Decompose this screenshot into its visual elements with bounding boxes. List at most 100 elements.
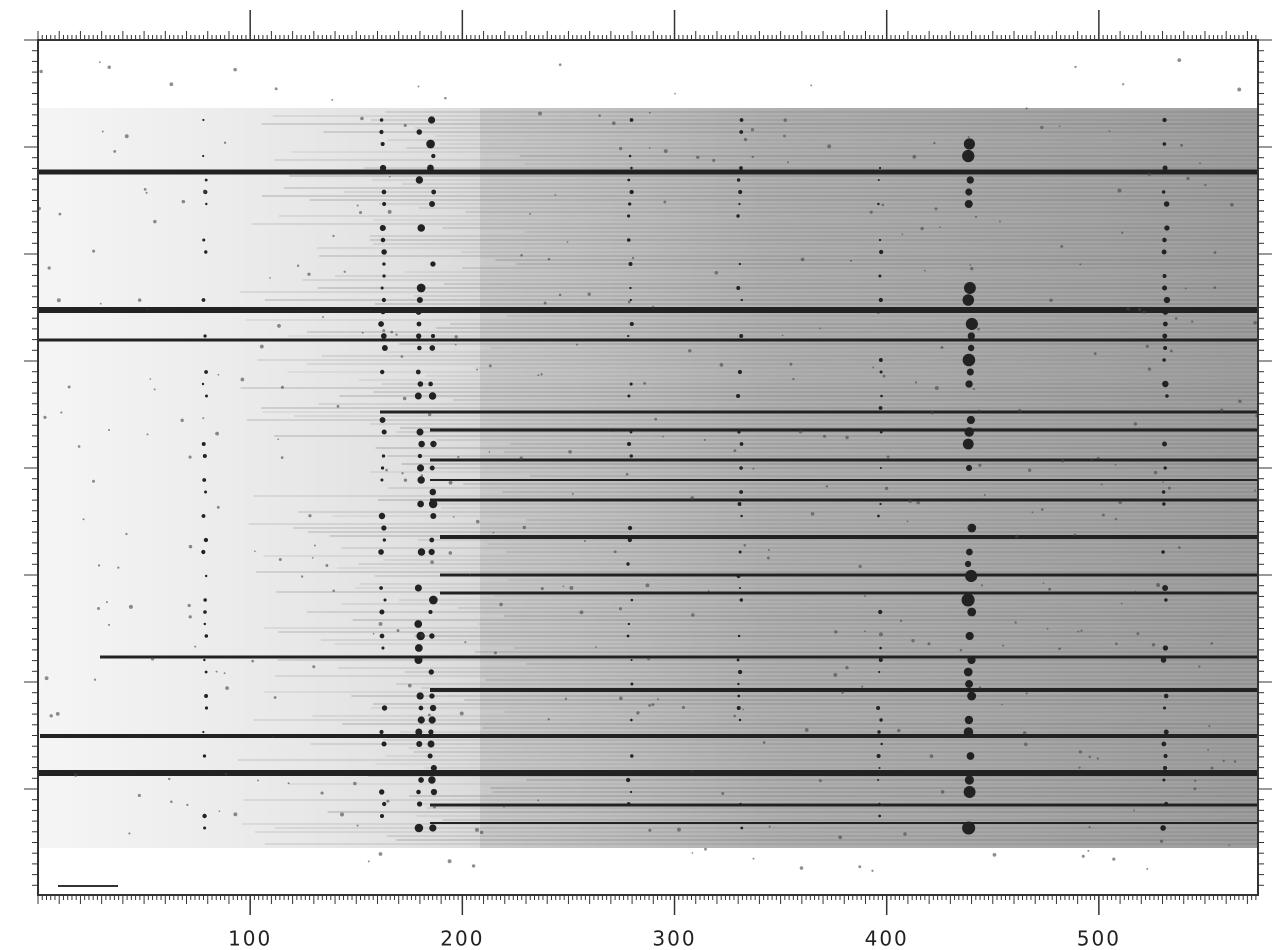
speck	[720, 363, 724, 367]
spot	[428, 753, 433, 758]
spot	[879, 298, 883, 302]
spot	[738, 203, 740, 205]
spot	[879, 658, 883, 662]
spot	[966, 465, 972, 471]
spot	[381, 525, 386, 530]
spot	[203, 454, 207, 458]
speck	[654, 418, 657, 421]
speck	[1156, 583, 1160, 587]
speck	[763, 741, 766, 744]
spot	[1162, 250, 1167, 255]
spot	[964, 727, 974, 737]
speck	[648, 829, 651, 832]
speck	[1074, 66, 1076, 68]
spot	[879, 767, 881, 769]
speck	[632, 257, 634, 259]
speck	[810, 84, 812, 86]
speck	[1185, 287, 1187, 289]
speck	[1136, 632, 1139, 635]
speck	[1077, 631, 1079, 633]
speck	[805, 728, 809, 732]
speck	[1253, 321, 1257, 325]
spot	[418, 548, 425, 555]
speck	[612, 431, 614, 433]
spot	[205, 575, 207, 577]
speck	[1143, 311, 1146, 314]
speck	[488, 451, 490, 453]
spot	[736, 286, 740, 290]
speck	[1186, 177, 1189, 180]
speck	[1154, 471, 1157, 474]
speck	[480, 831, 483, 834]
speck	[664, 149, 668, 153]
speck	[312, 665, 315, 668]
speck	[397, 629, 400, 632]
speck	[882, 204, 885, 207]
speck	[548, 718, 550, 720]
spot	[1161, 550, 1165, 554]
spot	[429, 693, 434, 698]
speck	[489, 364, 492, 367]
speck	[203, 190, 207, 194]
speck	[903, 832, 907, 836]
spot	[738, 635, 740, 637]
spot	[417, 297, 423, 303]
speck	[648, 704, 651, 707]
speck	[340, 813, 344, 817]
speck	[1079, 750, 1082, 753]
speck	[224, 142, 226, 144]
spot	[1163, 645, 1168, 650]
spot	[417, 322, 422, 327]
spot	[630, 683, 633, 686]
speck	[188, 604, 191, 607]
x-tick-label: 500	[1077, 927, 1121, 950]
spot	[415, 824, 424, 833]
speck	[379, 852, 383, 856]
speck	[1049, 299, 1052, 302]
speck	[389, 176, 391, 178]
speck	[649, 112, 651, 114]
spot	[429, 538, 434, 543]
spot	[629, 262, 633, 266]
spot	[415, 644, 423, 652]
speck	[117, 566, 119, 568]
spot	[739, 334, 743, 338]
speck	[108, 429, 110, 431]
spot	[203, 826, 206, 829]
spot	[380, 814, 384, 818]
speck	[382, 329, 385, 332]
speck	[565, 698, 567, 700]
speck	[887, 455, 890, 458]
speck	[434, 479, 436, 481]
spot	[965, 570, 977, 582]
speck	[60, 412, 62, 414]
speck	[576, 343, 578, 345]
spot	[418, 454, 422, 458]
speck	[129, 605, 133, 609]
speck	[170, 800, 173, 803]
x-tick-label: 100	[228, 927, 272, 950]
speck	[787, 161, 789, 163]
spot	[738, 370, 742, 374]
speck	[845, 436, 848, 439]
spot	[738, 190, 742, 194]
speck	[421, 634, 423, 636]
speck	[567, 241, 569, 243]
speck	[538, 112, 542, 116]
speck	[1058, 647, 1061, 650]
speck	[924, 270, 926, 272]
speck	[872, 367, 874, 369]
spot	[738, 311, 740, 313]
speck	[1023, 731, 1027, 735]
speck	[801, 258, 805, 262]
speck	[580, 610, 584, 614]
spot	[428, 729, 433, 734]
speck	[332, 589, 335, 592]
spot	[1163, 766, 1167, 770]
speck	[619, 147, 622, 150]
speck	[819, 779, 822, 782]
speck	[57, 298, 61, 302]
spot	[416, 632, 424, 640]
speck	[733, 715, 736, 718]
spot	[964, 282, 976, 294]
